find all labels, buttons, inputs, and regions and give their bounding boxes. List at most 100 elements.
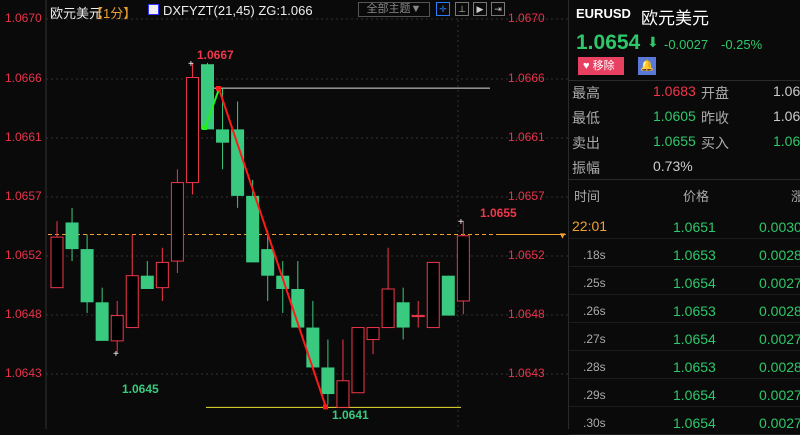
y-axis-label-right: 1.0666 [508, 71, 545, 85]
candle-body-up [456, 235, 470, 302]
candle-body-up [110, 315, 124, 342]
y-axis-label-left: 1.0648 [5, 307, 42, 321]
candle-body-down [216, 129, 230, 143]
extreme-marker: + [113, 349, 119, 360]
tick-time: 22:01 [572, 218, 608, 234]
tick-row: .29s 1.0654 0.0027 [569, 379, 800, 407]
tick-time: .18s [583, 248, 606, 262]
y-axis-label-left: 1.0657 [5, 189, 42, 203]
y-axis-label-left: 1.0670 [5, 11, 42, 25]
stat-value: 1.0655 [653, 133, 696, 149]
change-pct: -0.25% [721, 37, 763, 52]
trend-point [323, 404, 328, 410]
tick-row: .30s 1.0654 0.0027 [569, 407, 800, 435]
crosshair-icon[interactable]: ✛ [436, 2, 450, 16]
stat-label: 买入 [701, 135, 729, 151]
tick-price: 1.0654 [673, 387, 716, 403]
stat-label: 卖出 [572, 135, 600, 151]
tick-row: .28s 1.0653 0.0028 [569, 351, 800, 379]
current-price-marker: ▼ [558, 230, 567, 240]
y-axis-label-right: 1.0652 [508, 248, 545, 262]
tick-price: 1.0653 [673, 359, 716, 375]
stat-value: 1.06 [773, 133, 800, 149]
stat-value: 0.73% [653, 158, 693, 174]
y-axis-label-right: 1.0648 [508, 307, 545, 321]
last-high-label: 1.0655 [480, 206, 517, 220]
zoom-range-icon[interactable]: ⊥ [455, 2, 469, 16]
candle-body-up [125, 275, 139, 329]
heart-icon: ♥ [583, 60, 590, 72]
col-price: 价格 [683, 189, 710, 204]
last-price: 1.0654 [576, 31, 641, 54]
low-left-label: 1.0645 [122, 382, 159, 396]
tick-row: .26s 1.0653 0.0028 [569, 295, 800, 323]
trend-point [216, 86, 221, 91]
tick-price: 1.0654 [673, 331, 716, 347]
candle-body-down [95, 302, 109, 341]
candle-body-down [65, 222, 79, 250]
remove-watchlist-button[interactable]: ♥ 移除 [578, 57, 624, 75]
stat-value: 1.06 [773, 108, 800, 124]
candle-body-up [155, 261, 169, 289]
symbol-name: 欧元美元 [641, 9, 709, 28]
tick-price: 1.0651 [673, 219, 716, 235]
tick-price: 1.0653 [673, 303, 716, 319]
stat-value: 1.0605 [653, 108, 696, 124]
tick-change: 0.0030 [759, 219, 800, 235]
low-label: 1.0641 [332, 408, 369, 422]
tick-time: .29s [583, 388, 606, 402]
candle-body-down [231, 129, 245, 196]
tick-change: 0.0028 [759, 247, 800, 263]
tick-row: .27s 1.0654 0.0027 [569, 323, 800, 351]
stat-value: 1.06 [773, 83, 800, 99]
col-change: 涨 [791, 189, 800, 204]
tick-change: 0.0027 [759, 415, 800, 431]
tick-time: .26s [583, 304, 606, 318]
theme-select[interactable]: 全部主题▼ [358, 2, 430, 17]
candle-body-up [351, 327, 365, 394]
candle-body-up [366, 327, 380, 341]
trend-line-up [204, 88, 220, 129]
candle-body-up [411, 315, 425, 318]
stat-label: 振幅 [572, 160, 600, 176]
down-arrow-icon: ⬇ [647, 34, 659, 50]
y-axis-label-left: 1.0666 [5, 71, 42, 85]
tick-price: 1.0654 [673, 415, 716, 431]
bell-icon[interactable]: 🔔 [638, 57, 656, 75]
stat-label: 昨收 [701, 110, 729, 126]
tick-change: 0.0027 [759, 275, 800, 291]
candle-body-up [50, 236, 64, 289]
extreme-marker: + [188, 59, 194, 70]
y-axis-label-right: 1.0661 [508, 130, 545, 144]
indicator-label: DXFYZT(21,45) ZG:1.066 [163, 3, 313, 18]
high-label: 1.0667 [197, 48, 234, 62]
candle-body-up [426, 261, 440, 329]
candle-body-down [261, 249, 275, 276]
tick-change: 0.0027 [759, 387, 800, 403]
tick-change: 0.0027 [759, 331, 800, 347]
tick-time: .25s [583, 276, 606, 290]
tick-change: 0.0028 [759, 359, 800, 375]
change: -0.0027 [664, 37, 709, 52]
stat-label: 最高 [572, 85, 600, 101]
y-axis-label-left: 1.0643 [5, 366, 42, 380]
tick-change: 0.0028 [759, 303, 800, 319]
col-time: 时间 [574, 189, 601, 204]
quote-panel: EURUSD 欧元美元 1.0654 ⬇ -0.0027 -0.25% ♥ 移除… [568, 0, 800, 435]
symbol: EURUSD [576, 6, 631, 21]
candle-body-up [170, 182, 184, 262]
candle-body-down [321, 367, 335, 395]
candle-body-down [140, 275, 154, 289]
candle-body-down [441, 275, 455, 316]
y-axis-label-right: 1.0670 [508, 11, 545, 25]
candle-body-down [80, 249, 94, 303]
tick-price: 1.0654 [673, 275, 716, 291]
kline-chart[interactable]: 欧元美元 【1分】 DXFYZT(21,45) ZG:1.066 全部主题▼ ✛… [0, 0, 568, 429]
play-icon[interactable]: ▶ [473, 2, 487, 16]
extreme-marker: + [458, 217, 464, 228]
tick-row: .25s 1.0654 0.0027 [569, 267, 800, 295]
chart-period[interactable]: 【1分】 [90, 6, 137, 21]
stat-value: 1.0683 [653, 83, 696, 99]
move-right-icon[interactable]: ⇥ [491, 2, 505, 16]
candle-body-down [291, 288, 305, 328]
